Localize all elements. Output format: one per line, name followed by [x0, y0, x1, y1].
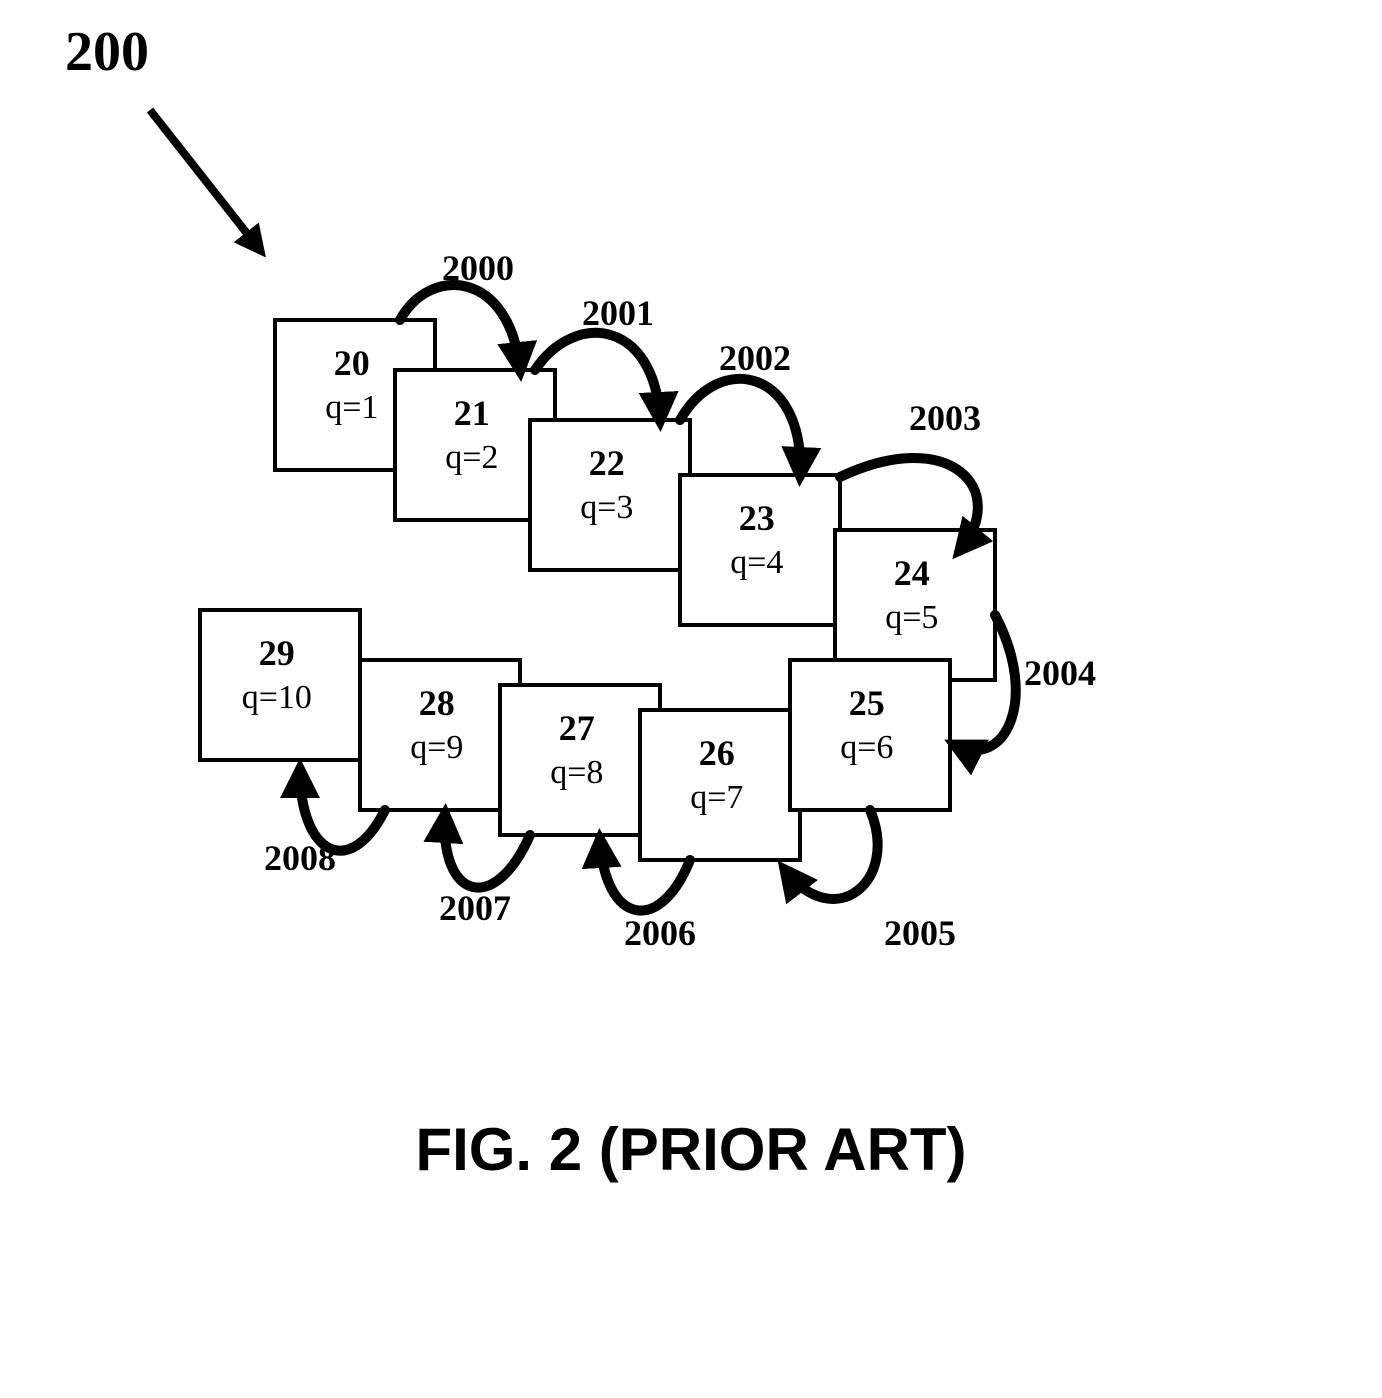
node-id: 29	[259, 633, 295, 673]
node-q: q=2	[445, 439, 498, 476]
node-id: 25	[849, 683, 885, 723]
arrow-label: 2003	[909, 398, 981, 438]
node-id: 21	[454, 393, 490, 433]
node-q: q=9	[410, 729, 463, 766]
node-22: 22q=3	[530, 420, 690, 570]
node-id: 24	[894, 553, 930, 593]
node-id: 23	[739, 498, 775, 538]
arrow-label: 2007	[439, 888, 511, 928]
figure-caption: FIG. 2 (PRIOR ART)	[415, 1116, 966, 1183]
node-23: 23q=4	[680, 475, 840, 625]
node-q: q=10	[242, 679, 312, 716]
figure-ref-label: 200	[65, 21, 149, 83]
node-id: 26	[699, 733, 735, 773]
node-27: 27q=8	[500, 685, 660, 835]
arrow-label: 2000	[442, 248, 514, 288]
node-q: q=8	[550, 754, 603, 791]
arrow-label: 2004	[1024, 653, 1096, 693]
node-q: q=7	[690, 779, 743, 816]
node-id: 22	[589, 443, 625, 483]
node-28: 28q=9	[360, 660, 520, 810]
node-26: 26q=7	[640, 710, 800, 860]
arrow-label: 2006	[624, 913, 696, 953]
node-q: q=1	[325, 389, 378, 426]
node-25: 25q=6	[790, 660, 950, 810]
node-q: q=3	[580, 489, 633, 526]
arrow-label: 2002	[719, 338, 791, 378]
node-24: 24q=5	[835, 530, 995, 680]
node-id: 20	[334, 343, 370, 383]
arrow-label: 2005	[884, 913, 956, 953]
node-q: q=6	[840, 729, 893, 766]
node-id: 27	[559, 708, 595, 748]
arrow-label: 2001	[582, 293, 654, 333]
arrow-label: 2008	[264, 838, 336, 878]
node-q: q=4	[730, 544, 783, 581]
node-q: q=5	[885, 599, 938, 636]
node-id: 28	[419, 683, 455, 723]
node-29: 29 q=10	[200, 610, 360, 760]
